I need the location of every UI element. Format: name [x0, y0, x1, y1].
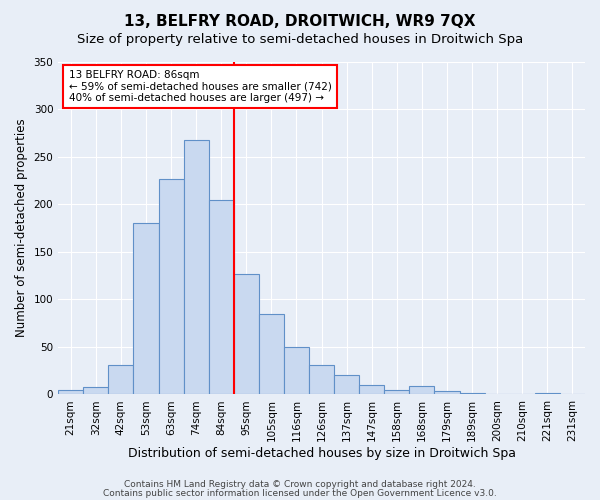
Text: Contains HM Land Registry data © Crown copyright and database right 2024.: Contains HM Land Registry data © Crown c… [124, 480, 476, 489]
Bar [234, 274, 259, 394]
Bar [334, 376, 359, 394]
Bar [535, 392, 560, 394]
Bar [158, 180, 184, 394]
Bar [359, 385, 385, 394]
Bar [309, 365, 334, 394]
Bar [83, 387, 109, 394]
Y-axis label: Number of semi-detached properties: Number of semi-detached properties [15, 118, 28, 338]
Bar [209, 200, 234, 394]
Bar [385, 390, 409, 394]
Text: Size of property relative to semi-detached houses in Droitwich Spa: Size of property relative to semi-detach… [77, 32, 523, 46]
Bar [58, 390, 83, 394]
Bar [259, 314, 284, 394]
Bar [284, 347, 309, 395]
Bar [460, 392, 485, 394]
Bar [434, 390, 460, 394]
X-axis label: Distribution of semi-detached houses by size in Droitwich Spa: Distribution of semi-detached houses by … [128, 447, 515, 460]
Bar [109, 365, 133, 394]
Bar [133, 223, 158, 394]
Text: 13 BELFRY ROAD: 86sqm
← 59% of semi-detached houses are smaller (742)
40% of sem: 13 BELFRY ROAD: 86sqm ← 59% of semi-deta… [69, 70, 332, 103]
Text: 13, BELFRY ROAD, DROITWICH, WR9 7QX: 13, BELFRY ROAD, DROITWICH, WR9 7QX [124, 14, 476, 29]
Text: Contains public sector information licensed under the Open Government Licence v3: Contains public sector information licen… [103, 488, 497, 498]
Bar [184, 140, 209, 394]
Bar [409, 386, 434, 394]
